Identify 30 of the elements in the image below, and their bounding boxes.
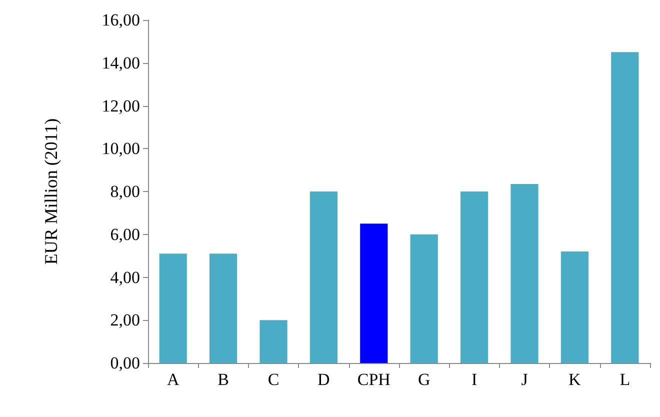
x-tick-label: B [218, 370, 229, 389]
y-tick-label: 6,00 [110, 224, 140, 244]
x-tick-label: J [521, 370, 528, 389]
bar [611, 52, 639, 363]
y-tick-label: 12,00 [102, 96, 140, 116]
bar [260, 320, 288, 363]
y-tick-label: 8,00 [110, 182, 140, 201]
y-tick-label: 10,00 [102, 139, 140, 158]
bar [209, 254, 238, 363]
x-tick-label: G [418, 370, 430, 389]
bar [310, 192, 338, 363]
y-tick-label: 14,00 [102, 53, 140, 72]
bar [510, 184, 538, 363]
x-tick-label: I [471, 370, 478, 389]
y-tick-label: 4,00 [110, 268, 140, 287]
y-axis-title: EUR Million (2011) [41, 118, 61, 265]
x-tick-label: C [268, 370, 280, 389]
x-tick-label: A [166, 370, 180, 389]
x-tick-label: CPH [357, 370, 390, 389]
bar [460, 192, 488, 363]
bar [360, 224, 388, 363]
y-tick-label: 16,00 [102, 10, 140, 30]
bar [560, 252, 589, 363]
bar [410, 234, 438, 363]
bar [159, 254, 187, 363]
x-tick-label: L [620, 370, 630, 389]
y-tick-label: 0,00 [110, 354, 140, 372]
x-tick-label: D [318, 370, 330, 389]
x-tick-label: K [568, 370, 582, 389]
y-tick-label: 2,00 [110, 310, 140, 330]
